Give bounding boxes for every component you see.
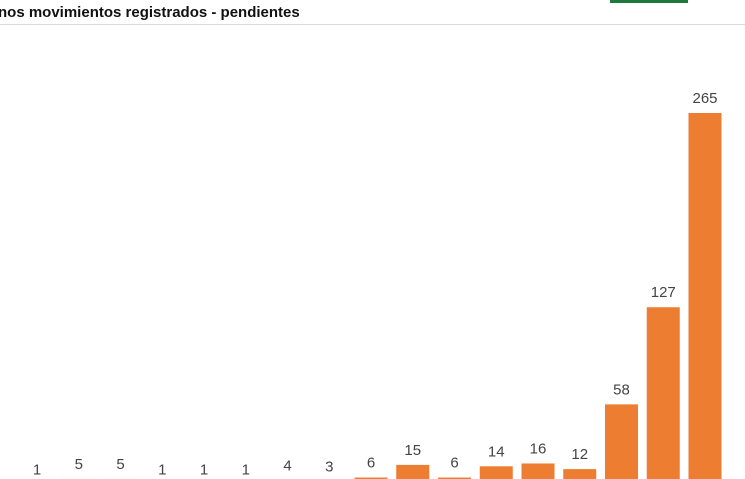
bar — [563, 469, 597, 479]
bar — [688, 113, 722, 479]
bar — [521, 463, 555, 479]
value-label: 16 — [530, 440, 547, 457]
value-label: 1 — [33, 462, 41, 479]
bar — [354, 477, 388, 479]
value-label: 5 — [116, 456, 124, 473]
value-label: 127 — [651, 284, 676, 301]
value-label: 265 — [692, 90, 717, 107]
chart-title: nos movimientos registrados - pendientes — [0, 4, 300, 21]
value-label: 1 — [242, 462, 250, 479]
tab-indicator — [610, 0, 686, 3]
bar — [646, 307, 680, 479]
value-label: 12 — [571, 446, 588, 463]
tab-indicator-edge — [686, 0, 688, 3]
value-label: 15 — [404, 442, 421, 459]
bar — [605, 404, 638, 479]
value-label: 58 — [613, 381, 630, 398]
value-label: 5 — [75, 456, 83, 473]
value-label: 6 — [367, 455, 375, 472]
value-label: 3 — [325, 459, 333, 476]
value-label: 6 — [450, 455, 458, 472]
bar — [438, 477, 471, 479]
bar — [396, 464, 430, 479]
value-label: 14 — [488, 443, 505, 460]
bar — [479, 466, 513, 479]
value-label: 4 — [283, 457, 291, 474]
value-label: 1 — [200, 462, 208, 479]
value-label: 1 — [158, 462, 166, 479]
